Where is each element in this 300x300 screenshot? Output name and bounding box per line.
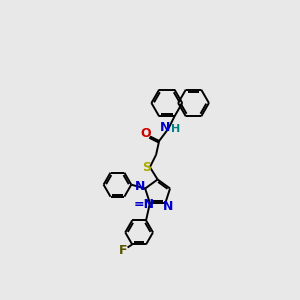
Text: H: H	[171, 124, 180, 134]
Text: =N: =N	[133, 198, 154, 211]
Text: N: N	[135, 180, 145, 193]
Text: N: N	[162, 200, 173, 214]
Text: O: O	[141, 127, 152, 140]
Text: S: S	[142, 160, 151, 174]
Text: N: N	[160, 122, 170, 134]
Text: F: F	[119, 244, 127, 257]
